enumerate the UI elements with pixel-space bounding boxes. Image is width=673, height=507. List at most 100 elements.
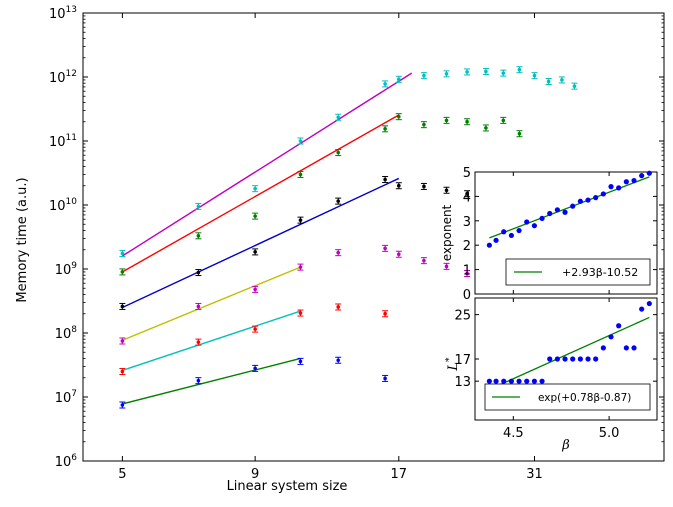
main-x-tick-label: 31 — [526, 467, 543, 482]
data-point-green — [443, 116, 450, 124]
main-y-axis-label: Memory time (a.u.) — [15, 177, 30, 302]
data-point-green — [382, 125, 389, 133]
inset-top-point — [524, 219, 530, 225]
main-plot-area — [82, 12, 665, 462]
inset-bottom-point — [516, 378, 522, 384]
data-point-red — [252, 325, 259, 333]
data-point-black — [464, 190, 471, 198]
inset-top-point — [501, 229, 507, 235]
data-point-cyan — [119, 249, 126, 257]
inset-bottom-point — [600, 345, 606, 351]
data-point-blue — [335, 356, 342, 364]
main-y-tick-exponent: 12 — [66, 69, 77, 79]
data-point-cyan — [516, 66, 523, 74]
data-point-black — [297, 216, 304, 224]
data-point-cyan — [420, 72, 427, 80]
inset-top-point — [516, 227, 522, 234]
inset-bottom-point — [608, 334, 614, 340]
inset-bottom-legend: exp(+0.78β-0.87) — [484, 383, 651, 411]
data-point-cyan — [335, 113, 342, 121]
data-point-cyan — [297, 137, 304, 145]
data-point-blue — [119, 401, 126, 409]
inset-bottom-point — [508, 378, 514, 384]
main-y-tick-label: 106 — [55, 453, 78, 470]
data-point-blue — [297, 357, 304, 365]
inset-top-point — [508, 232, 514, 239]
data-point-blue — [382, 374, 389, 382]
data-point-black — [395, 182, 402, 190]
inset-top-point — [539, 215, 545, 221]
inset-bottom-point — [646, 300, 652, 307]
main-x-axis-label: Linear system size — [227, 479, 348, 494]
data-point-blue — [195, 377, 202, 385]
data-point-black — [195, 269, 202, 277]
data-point-red — [335, 303, 342, 311]
inset-bottom-point — [547, 356, 553, 362]
inset-top-point — [493, 237, 499, 243]
main-y-tick-exponent: 13 — [66, 5, 77, 15]
inset-bottom-point — [585, 356, 591, 362]
inset-top-point — [562, 209, 568, 215]
inset-bottom-fit — [489, 316, 650, 391]
inset-top-legend: +2.93β-10.52 — [505, 258, 651, 286]
data-point-green — [482, 124, 489, 132]
data-point-black — [252, 248, 259, 256]
data-point-magenta — [297, 263, 304, 271]
inset-bottom-fit-line — [489, 316, 650, 391]
data-point-green — [516, 130, 523, 138]
main-y-tick-exponent: 7 — [71, 389, 77, 399]
inset-top-y-tick-label: 2 — [463, 239, 471, 254]
fit-line-green — [122, 114, 400, 273]
data-point-green — [297, 170, 304, 178]
main-y-tick-exponent: 10 — [66, 197, 78, 207]
inset-bottom-y-tick-label: 13 — [454, 375, 471, 390]
data-point-magenta — [443, 262, 450, 270]
inset-top-y-tick-label: 3 — [463, 215, 471, 230]
inset-bottom-point — [570, 356, 576, 362]
inset-top-point — [554, 207, 560, 213]
data-point-red — [195, 338, 202, 346]
inset-top-x-ticks — [512, 172, 610, 294]
inset-top-point — [593, 195, 599, 201]
data-point-black — [382, 176, 389, 184]
inset-top-point — [577, 198, 583, 204]
main-y-tick-label: 1013 — [49, 5, 77, 22]
fit-line-magenta — [122, 266, 301, 341]
inset-top-legend-text: +2.93β-10.52 — [562, 266, 638, 279]
inset-top-point — [585, 197, 591, 203]
data-point-green — [500, 116, 507, 124]
inset-bottom-y-tick-label: 17 — [454, 353, 471, 368]
inset-bottom-points — [486, 300, 652, 384]
inset-top-fit-line — [489, 176, 650, 239]
data-point-black — [443, 186, 450, 194]
inset-top-point — [623, 179, 629, 185]
data-point-green — [119, 268, 126, 276]
data-point-magenta — [420, 257, 427, 265]
data-point-black — [420, 182, 427, 190]
inset-top-point — [639, 173, 645, 179]
data-point-red — [382, 310, 389, 318]
inset-bottom-x-tick-label: 4.5 — [503, 426, 524, 441]
data-point-magenta — [252, 285, 259, 293]
data-point-magenta — [395, 250, 402, 258]
data-point-magenta — [382, 244, 389, 252]
inset-top-fit — [489, 176, 650, 239]
inset-bottom-x-label: β — [561, 438, 570, 453]
inset-top-points — [486, 170, 652, 248]
inset-bottom-point — [501, 378, 507, 384]
data-point-cyan — [531, 72, 538, 80]
main-x-tick-label: 9 — [251, 467, 259, 482]
inset-bottom-point — [639, 306, 645, 312]
inset-bottom-y-tick-label: 25 — [454, 309, 471, 324]
fit-line-cyan — [122, 72, 413, 257]
inset-bottom-x-tick-label: 5.0 — [599, 426, 620, 441]
data-point-green — [252, 212, 259, 220]
inset-top-point — [631, 177, 637, 184]
main-x-axis-ticks: 5 9 17 31 — [118, 13, 543, 482]
inset-bottom-point — [493, 378, 499, 384]
main-fit-lines — [122, 72, 413, 405]
main-y-tick-label: 107 — [55, 389, 77, 406]
data-point-black — [335, 197, 342, 205]
